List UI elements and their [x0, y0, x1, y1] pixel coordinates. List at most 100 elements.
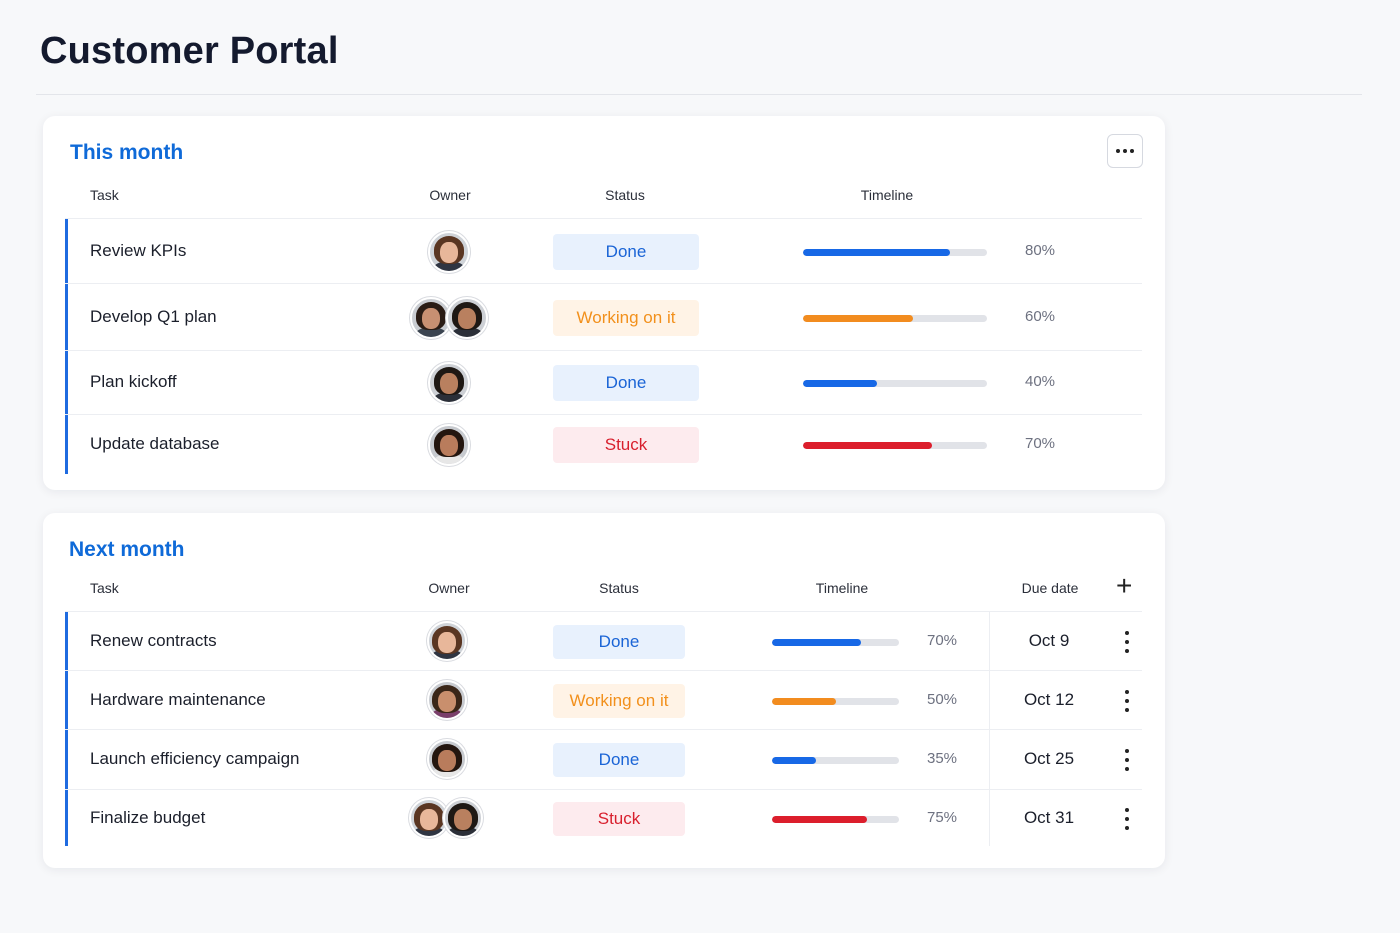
due-date[interactable]: Oct 12 — [1023, 689, 1075, 709]
table-row[interactable]: Develop Q1 plan Working on it 60% — [65, 283, 1142, 350]
kebab-dot — [1125, 749, 1129, 753]
status-badge[interactable]: Working on it — [553, 683, 685, 718]
due-date[interactable]: Oct 9 — [1028, 630, 1070, 650]
due-date-divider — [989, 730, 990, 789]
avatar[interactable] — [427, 679, 467, 720]
avatar[interactable] — [428, 362, 470, 404]
due-date[interactable]: Oct 25 — [1023, 749, 1075, 768]
column-header-status[interactable]: Status — [599, 580, 639, 596]
timeline-bar[interactable] — [772, 697, 899, 705]
avatar-body — [431, 648, 463, 659]
task-name[interactable]: Plan kickoff — [90, 372, 177, 391]
more-vertical-icon[interactable] — [1122, 630, 1132, 653]
avatar-face — [420, 808, 438, 830]
more-vertical-icon[interactable] — [1122, 689, 1132, 712]
timeline-percent: 35% — [927, 750, 958, 767]
owner-cell[interactable] — [428, 362, 470, 404]
column-header-owner[interactable]: Owner — [428, 580, 470, 596]
avatar-body — [451, 326, 483, 337]
status-badge[interactable]: Done — [553, 233, 699, 270]
owner-cell[interactable] — [427, 620, 467, 661]
status-badge[interactable]: Stuck — [553, 427, 699, 463]
table-row[interactable]: Plan kickoff Done 40% — [65, 350, 1142, 414]
kebab-dot — [1125, 767, 1129, 771]
column-header-status[interactable]: Status — [605, 187, 645, 203]
page-title: Customer Portal — [40, 30, 339, 72]
timeline-bar[interactable] — [772, 638, 899, 646]
avatar[interactable] — [428, 424, 470, 466]
task-name[interactable]: Update database — [90, 434, 220, 453]
table-row[interactable]: Renew contracts Done 70% Oct 9 — [65, 611, 1142, 670]
table-row[interactable]: Launch efficiency campaign Done 35% Oct 25 — [65, 729, 1142, 789]
task-name[interactable]: Renew contracts — [90, 630, 217, 650]
plus-icon: + — [1116, 570, 1133, 601]
timeline-bar[interactable] — [772, 815, 899, 823]
avatar[interactable] — [409, 797, 449, 838]
avatar-body — [433, 260, 465, 271]
timeline-bar[interactable] — [803, 314, 987, 322]
column-header-timeline[interactable]: Timeline — [860, 187, 914, 203]
status-badge[interactable]: Done — [553, 365, 699, 401]
kebab-dot — [1125, 698, 1129, 703]
task-name[interactable]: Review KPIs — [90, 240, 187, 260]
avatar-face — [454, 808, 472, 830]
owner-cell[interactable] — [410, 296, 488, 339]
more-vertical-icon[interactable] — [1122, 749, 1132, 771]
status-badge[interactable]: Done — [553, 624, 685, 659]
task-name[interactable]: Hardware maintenance — [90, 689, 266, 709]
avatar-body — [431, 707, 463, 718]
timeline-percent: 75% — [927, 808, 958, 826]
timeline-bar[interactable] — [803, 442, 987, 449]
kebab-dot — [1125, 639, 1129, 644]
column-header-owner[interactable]: Owner — [429, 187, 471, 203]
table-row[interactable]: Review KPIs Done 80% — [65, 218, 1142, 283]
avatar-face — [422, 307, 440, 329]
timeline-bar[interactable] — [803, 380, 987, 387]
task-name[interactable]: Launch efficiency campaign — [90, 749, 300, 768]
timeline-percent: 70% — [927, 631, 958, 649]
kebab-dot — [1125, 689, 1129, 694]
task-name[interactable]: Finalize budget — [90, 807, 206, 827]
status-badge[interactable]: Working on it — [553, 299, 699, 336]
avatar[interactable] — [443, 797, 483, 838]
avatar[interactable] — [427, 739, 467, 779]
table-row[interactable]: Hardware maintenance Working on it 50% Oct … — [65, 670, 1142, 729]
avatar-face — [438, 750, 456, 771]
table-row[interactable]: Finalize budget Stuck 75% Oct 31 — [65, 789, 1142, 846]
owner-cell[interactable] — [428, 230, 470, 273]
more-vertical-icon[interactable] — [1122, 807, 1132, 830]
table-row[interactable]: Update database Stuck 70% — [65, 414, 1142, 474]
due-date[interactable]: Oct 31 — [1023, 807, 1075, 827]
timeline-percent: 60% — [1025, 307, 1056, 325]
group-menu-button[interactable] — [1107, 134, 1143, 168]
owner-cell[interactable] — [409, 797, 483, 838]
timeline-fill — [803, 442, 932, 449]
timeline-bar[interactable] — [772, 757, 899, 764]
column-header-timeline[interactable]: Timeline — [815, 580, 869, 596]
column-header-task[interactable]: Task — [90, 187, 119, 203]
avatar[interactable] — [428, 230, 470, 273]
owner-cell[interactable] — [427, 739, 467, 779]
task-name[interactable]: Develop Q1 plan — [90, 306, 217, 326]
column-header-due-date[interactable]: Due date — [1021, 580, 1079, 596]
avatar-body — [415, 326, 447, 337]
row-marker — [65, 790, 68, 846]
avatar[interactable] — [427, 620, 467, 661]
owner-cell[interactable] — [428, 424, 470, 466]
timeline-bar[interactable] — [803, 248, 987, 256]
group-title-this-month[interactable]: This month — [70, 141, 184, 164]
avatar[interactable] — [446, 296, 488, 339]
column-header-task[interactable]: Task — [90, 580, 119, 596]
timeline-percent: 70% — [1025, 435, 1056, 452]
group-title-next-month[interactable]: Next month — [69, 538, 185, 561]
more-horizontal-icon — [1116, 149, 1120, 153]
owner-cell[interactable] — [427, 679, 467, 720]
add-column-button[interactable]: + — [1116, 572, 1132, 600]
row-marker — [65, 351, 68, 414]
status-badge[interactable]: Stuck — [553, 801, 685, 836]
timeline-fill — [803, 248, 951, 256]
row-marker — [65, 284, 68, 350]
avatar-face — [438, 631, 456, 653]
status-badge[interactable]: Done — [553, 743, 685, 777]
kebab-dot — [1125, 707, 1129, 712]
